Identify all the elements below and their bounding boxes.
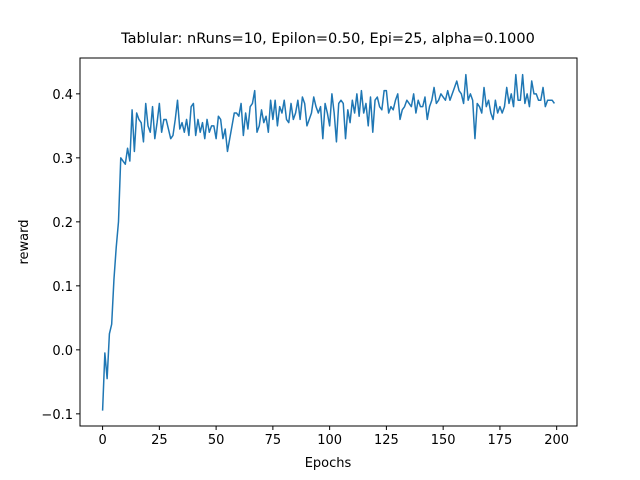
x-tick-label: 50 — [208, 433, 225, 448]
x-axis-label: Epochs — [305, 456, 352, 471]
x-tick-label: 200 — [544, 433, 569, 448]
x-tick-label: 150 — [431, 433, 456, 448]
x-tick-label: 125 — [374, 433, 399, 448]
x-tick-label: 75 — [265, 433, 282, 448]
chart-title: Tablular: nRuns=10, Epilon=0.50, Epi=25,… — [120, 31, 535, 47]
y-tick-label: −0.1 — [41, 408, 73, 423]
y-tick-label: 0.1 — [52, 280, 73, 295]
y-tick-label: 0.0 — [52, 344, 73, 359]
y-tick-label: 0.2 — [52, 216, 73, 231]
x-tick-label: 100 — [317, 433, 342, 448]
plot-frame — [79, 57, 578, 427]
series-line — [101, 73, 556, 411]
x-tick-label: 25 — [151, 433, 168, 448]
x-tick-label: 175 — [488, 433, 513, 448]
y-axis-label: reward — [17, 219, 32, 264]
y-tick-label: 0.4 — [52, 88, 73, 103]
y-tick-label: 0.3 — [52, 152, 73, 167]
x-tick-label: 0 — [98, 433, 106, 448]
